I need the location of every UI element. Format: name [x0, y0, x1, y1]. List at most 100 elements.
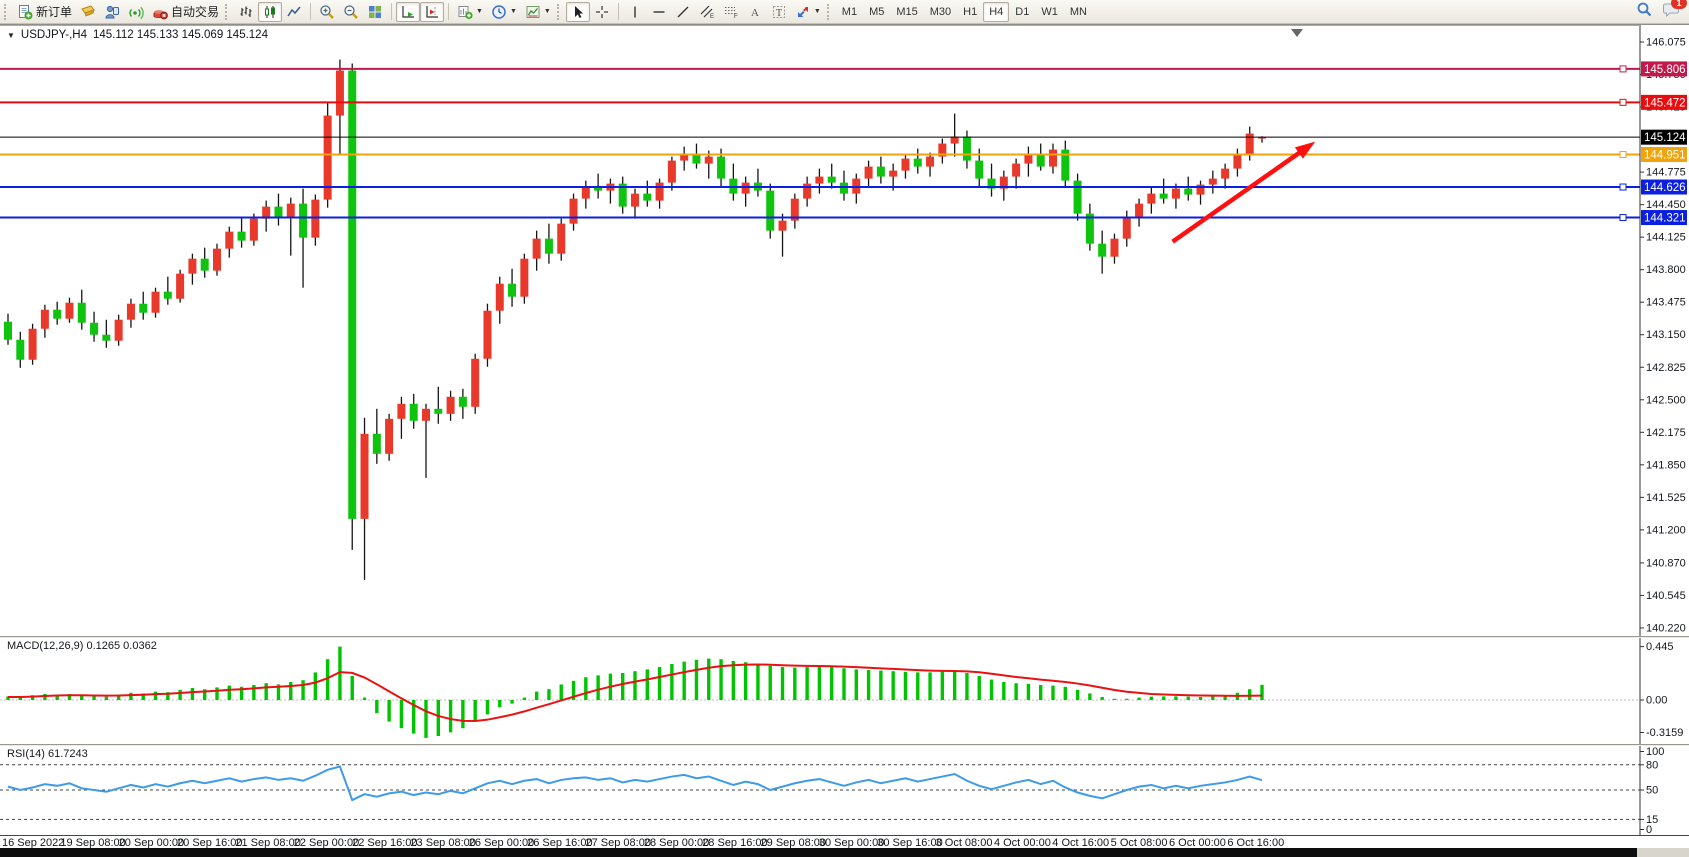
bull-candle [1208, 178, 1217, 185]
price-tick-label: 141.200 [1646, 524, 1686, 536]
clock-icon [491, 4, 507, 20]
macd-signal-line [8, 663, 1263, 723]
bull-candle [889, 170, 898, 177]
chart-collapse-icon[interactable]: ▼ [7, 30, 15, 40]
timeframe-m15-button[interactable]: M15 [896, 5, 918, 18]
macd-chart[interactable]: 0.445 0.00 -0.3159 [0, 638, 1689, 744]
text-button[interactable]: A [743, 2, 767, 22]
toolbar-grip[interactable] [556, 3, 563, 20]
timeframe-mn-button[interactable]: MN [1069, 5, 1087, 18]
chevron-down-icon: ▼ [476, 8, 483, 15]
market-depth-button[interactable] [76, 2, 100, 22]
trendline-button[interactable] [671, 2, 695, 22]
new-order-button[interactable]: 新订单 [13, 2, 76, 22]
toolbar-right-group: 1 [1636, 0, 1687, 23]
macd-indicator-panel[interactable]: 0.445 0.00 -0.3159 MACD(12,26,9) 0.1265 0.… [0, 638, 1689, 744]
horizontal-line-button[interactable] [647, 2, 671, 22]
time-axis[interactable]: 16 Sep 2022 19 Sep 08:00 20 Sep 00:00 20 Se… [0, 835, 1689, 850]
crosshair-button[interactable] [590, 2, 614, 22]
chat-button[interactable]: 1 [1663, 0, 1687, 23]
bear-candle [962, 136, 971, 161]
price-tick-label: 143.475 [1646, 297, 1686, 309]
notification-badge: 1 [1671, 0, 1687, 9]
arrows-button[interactable]: ▼ [791, 2, 825, 22]
macd-axis-label: 0.445 [1646, 641, 1674, 653]
toolbar-grip[interactable] [225, 3, 231, 20]
tile-windows-button[interactable] [363, 2, 387, 22]
auto-trading-button[interactable]: 自动交易 [148, 2, 223, 22]
chart-shift-button[interactable] [420, 1, 445, 22]
line-handle[interactable] [1619, 183, 1627, 191]
terminal-button[interactable] [100, 2, 124, 22]
timeframe-m1-button[interactable]: M1 [841, 5, 858, 18]
bull-candle [741, 182, 750, 194]
line-handle[interactable] [1619, 214, 1627, 222]
timeframe-m5-button[interactable]: M5 [869, 5, 885, 18]
zoom-in-button[interactable] [315, 2, 339, 22]
bear-candle [163, 291, 172, 299]
toolbar-grip[interactable] [826, 3, 833, 20]
price-tick-label: 142.825 [1646, 362, 1686, 374]
bear-candle [643, 193, 652, 201]
chart-shift-marker[interactable] [1291, 29, 1303, 37]
candlestick-chart-button[interactable] [258, 1, 283, 22]
bull-candle [803, 183, 812, 199]
candlestick-chart[interactable]: 146.075145.750145.425144.775144.450144.1… [0, 25, 1689, 636]
line-handle[interactable] [1619, 65, 1627, 73]
toolbar-grip[interactable] [4, 3, 10, 20]
timeframe-h4-button[interactable]: H4 [983, 1, 1010, 22]
vertical-line-button[interactable] [623, 2, 647, 22]
rsi-indicator-panel[interactable]: 100 80 50 15 0 RSI(14) 61.7243 [0, 746, 1689, 835]
bull-candle [864, 166, 873, 179]
line-chart-button[interactable] [282, 2, 306, 22]
taskbar-corner [1637, 848, 1689, 857]
timeframe-w1-button[interactable]: W1 [1041, 5, 1058, 18]
bear-candle [827, 176, 836, 183]
timeframe-m30-button[interactable]: M30 [929, 5, 952, 18]
timeframe-h1-button[interactable]: H1 [963, 5, 978, 18]
search-icon[interactable] [1636, 1, 1653, 23]
trend-arrow-head[interactable] [1294, 141, 1316, 159]
panel-splitter[interactable] [0, 636, 1689, 638]
main-chart-panel[interactable]: 146.075145.750145.425144.775144.450144.1… [0, 25, 1689, 636]
timeframe-d1-button[interactable]: D1 [1015, 5, 1030, 18]
time-axis-label: 6 Oct 00:00 [1169, 837, 1226, 849]
panel-splitter[interactable] [0, 744, 1689, 746]
bar-chart-button[interactable] [234, 2, 258, 22]
equidistant-channel-button[interactable]: E [695, 2, 719, 22]
line-handle[interactable] [1619, 98, 1627, 106]
new-order-icon [17, 4, 33, 20]
signals-button[interactable] [124, 2, 148, 22]
macd-axis-label: 0.00 [1646, 695, 1667, 707]
text-label-button[interactable]: T [767, 2, 791, 22]
equidistant-channel-icon: E [699, 4, 715, 20]
trend-arrow-line[interactable] [1171, 148, 1304, 244]
fibonacci-button[interactable]: F [719, 2, 743, 22]
bull-candle [704, 156, 713, 164]
price-tick-label: 144.450 [1646, 199, 1686, 211]
bear-candle [618, 183, 627, 207]
new-chart-button[interactable]: ▼ [453, 2, 487, 22]
rsi-axis-label: 50 [1646, 785, 1658, 797]
terminal-icon [104, 4, 120, 20]
vertical-line-icon [627, 4, 643, 20]
bull-candle [385, 418, 394, 454]
price-label-text: 144.951 [1644, 149, 1686, 161]
price-tick-label: 142.175 [1646, 427, 1686, 439]
auto-scroll-button[interactable] [396, 1, 421, 22]
templates-button[interactable]: ▼ [521, 2, 555, 22]
price-tick-label: 140.545 [1646, 590, 1686, 602]
price-label-text: 145.472 [1644, 97, 1686, 109]
cursor-button[interactable] [565, 1, 590, 22]
bear-candle [508, 283, 517, 297]
line-handle[interactable] [1619, 150, 1627, 158]
bull-candle [114, 319, 123, 341]
bull-candle [950, 136, 959, 144]
bull-candle [213, 248, 221, 271]
periods-button[interactable]: ▼ [487, 2, 521, 22]
time-axis-label: 27 Sep 08:00 [585, 837, 651, 849]
toolbar-separator [617, 3, 619, 20]
bar-chart-icon [238, 4, 254, 20]
zoom-out-button[interactable] [339, 2, 363, 22]
